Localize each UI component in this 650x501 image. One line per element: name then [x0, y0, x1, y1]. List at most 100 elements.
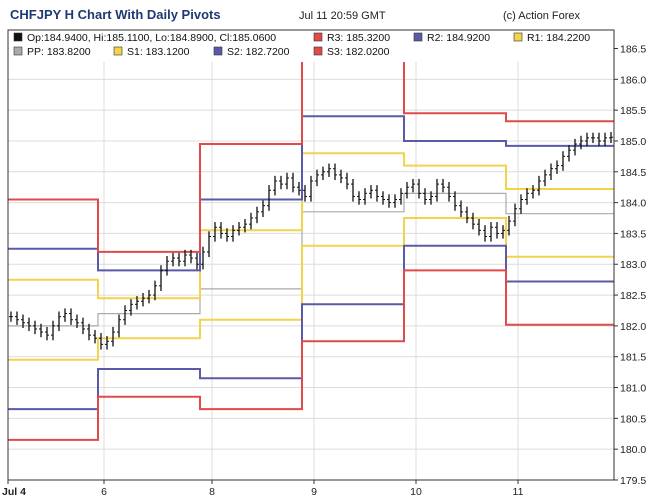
price-bar: [591, 132, 595, 144]
legend-swatch: [413, 32, 423, 42]
y-tick-label: 179.5: [620, 475, 646, 487]
price-bar: [465, 206, 469, 224]
price-bar: [501, 225, 505, 239]
price-bar: [423, 188, 427, 205]
price-bar: [489, 222, 493, 242]
price-bar: [399, 188, 403, 205]
legend: Op:184.9400, Hi:185.1100, Lo:184.8900, C…: [9, 31, 613, 62]
y-tick-label: 180.5: [620, 413, 646, 425]
price-bar: [213, 222, 217, 242]
price-bar: [609, 132, 613, 144]
legend-swatch: [513, 32, 523, 42]
price-bar: [537, 175, 541, 196]
price-bar: [471, 212, 475, 230]
price-bar: [165, 255, 169, 276]
x-tick-label: Jul 4: [2, 486, 26, 498]
legend-swatch: [313, 32, 323, 42]
price-bar: [495, 222, 499, 239]
price-bar: [519, 194, 523, 214]
price-bar: [477, 219, 481, 236]
price-bar: [291, 172, 295, 193]
price-bar: [63, 308, 67, 322]
price-bar: [387, 194, 391, 208]
price-bar: [81, 317, 85, 335]
price-bar: [267, 185, 271, 211]
legend-swatch: [313, 46, 323, 56]
price-bar: [417, 178, 421, 199]
y-tick-label: 182.0: [620, 321, 646, 333]
price-bar: [207, 231, 211, 258]
price-bar: [129, 299, 133, 316]
legend-entry: R3: 185.3200: [313, 32, 390, 44]
price-series: [9, 132, 613, 350]
chart-timestamp: Jul 11 20:59 GMT: [299, 10, 386, 22]
price-bar: [357, 191, 361, 205]
price-bar: [171, 252, 175, 267]
y-tick-label: 183.5: [620, 228, 646, 240]
pivot-line-r2: [8, 115, 614, 272]
price-bar: [351, 178, 355, 202]
x-tick-label: 6: [101, 486, 107, 498]
price-bar: [75, 314, 79, 328]
price-bar: [249, 212, 253, 230]
legend-swatch: [13, 32, 23, 42]
price-bar: [525, 188, 529, 205]
price-bar: [141, 292, 145, 307]
price-bar: [243, 219, 247, 233]
price-bar: [225, 228, 229, 242]
y-tick-label: 181.5: [620, 352, 646, 364]
price-bar: [453, 191, 457, 211]
legend-entry: R2: 184.9200: [413, 32, 490, 44]
price-bar: [117, 314, 121, 338]
y-tick-label: 186.0: [620, 74, 646, 86]
x-tick-label: 8: [209, 486, 215, 498]
price-bar: [123, 305, 127, 325]
price-bar: [303, 185, 307, 202]
price-bar: [135, 296, 139, 310]
price-bar: [153, 280, 157, 301]
y-tick-label: 185.5: [620, 105, 646, 117]
price-bar: [369, 185, 373, 199]
price-bar: [579, 135, 583, 150]
legend-label: R3: 185.3200: [327, 32, 390, 44]
legend-entry: S3: 182.0200: [313, 46, 390, 58]
y-tick-label: 183.0: [620, 259, 646, 271]
price-bar: [15, 311, 19, 325]
pivot-line-s3: [8, 269, 614, 441]
price-bar: [69, 308, 73, 325]
price-bar: [273, 175, 277, 196]
x-tick-label: 9: [311, 486, 317, 498]
y-tick-label: 184.5: [620, 167, 646, 179]
price-bar: [327, 163, 331, 177]
price-bar: [363, 188, 367, 205]
price-bar: [441, 178, 445, 193]
price-bar: [513, 203, 517, 227]
price-bar: [159, 265, 163, 291]
price-bar: [51, 320, 55, 341]
pivot-line-r3: [8, 56, 614, 253]
y-tick-label: 181.0: [620, 383, 646, 395]
legend-entry: S2: 182.7200: [213, 46, 290, 58]
y-tick-label: 185.0: [620, 136, 646, 148]
price-bar: [21, 314, 25, 328]
legend-label: Op:184.9400, Hi:185.1100, Lo:184.8900, C…: [27, 32, 276, 44]
legend-label: PP: 183.8200: [27, 46, 91, 58]
price-bar: [447, 182, 451, 202]
grid: [8, 30, 614, 481]
x-axis: Jul 4 6 8 9 10 11: [2, 480, 524, 498]
legend-background: [9, 31, 613, 62]
price-bar: [567, 145, 571, 162]
price-bar: [261, 200, 265, 218]
price-bar: [345, 172, 349, 190]
price-bar: [381, 191, 385, 205]
x-tick-label: 10: [410, 486, 422, 498]
price-bar: [459, 200, 463, 218]
price-bar: [45, 326, 49, 341]
price-bar: [9, 311, 13, 322]
price-bar: [33, 320, 37, 335]
legend-label: S2: 182.7200: [227, 46, 290, 58]
price-bar: [27, 317, 31, 332]
price-bar: [201, 246, 205, 270]
price-bar: [549, 163, 553, 181]
